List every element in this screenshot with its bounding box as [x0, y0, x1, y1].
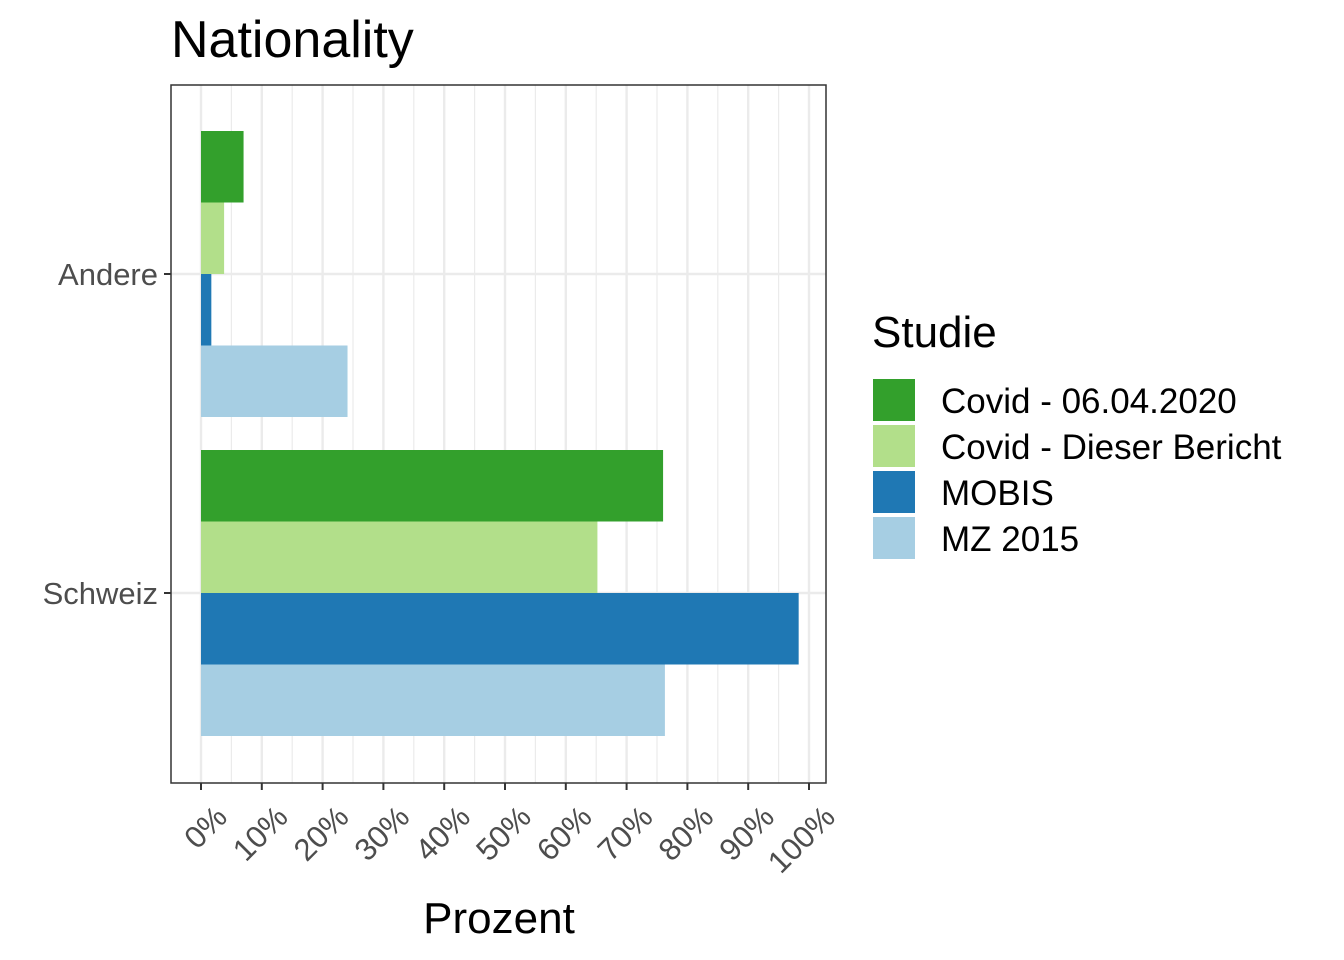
x-tick-label: 60% — [530, 799, 599, 868]
bar-schweiz-1 — [201, 521, 598, 593]
x-tick-label: 80% — [652, 799, 721, 868]
bar-schweiz-3 — [201, 664, 665, 736]
legend-label: MZ 2015 — [941, 520, 1079, 559]
bar-schweiz-0 — [201, 450, 664, 522]
legend-title: Studie — [872, 308, 997, 357]
x-tick-label: 50% — [469, 799, 538, 868]
legend-swatch — [873, 379, 915, 421]
x-tick-label: 0% — [177, 799, 233, 855]
x-tick-label: 100% — [761, 799, 842, 880]
x-tick-label: 30% — [348, 799, 417, 868]
y-axis: Andere Schweiz — [43, 257, 171, 611]
legend-swatch — [873, 517, 915, 559]
legend-swatch — [873, 471, 915, 513]
panel-border — [170, 84, 827, 784]
x-tick-label: 70% — [591, 799, 660, 868]
bar-schweiz-2 — [201, 593, 799, 665]
bar-andere-1 — [201, 202, 225, 274]
x-axis-title: Prozent — [423, 894, 575, 943]
bars — [170, 84, 827, 784]
bar-andere-2 — [201, 274, 212, 346]
bar-andere-0 — [201, 131, 244, 203]
bar-andere-3 — [201, 345, 348, 417]
y-tick-label: Andere — [58, 257, 158, 292]
x-axis: 0%10%20%30%40%50%60%70%80%90%100% — [177, 783, 842, 880]
x-tick-label: 10% — [226, 799, 295, 868]
x-tick-label: 40% — [408, 799, 477, 868]
legend-swatch — [873, 425, 915, 467]
chart-title: Nationality — [171, 11, 414, 69]
x-tick-label: 20% — [287, 799, 356, 868]
legend-label: Covid - 06.04.2020 — [941, 382, 1237, 421]
y-tick-label: Schweiz — [43, 576, 158, 611]
legend-label: Covid - Dieser Bericht — [941, 428, 1282, 467]
legend-label: MOBIS — [941, 474, 1054, 513]
legend: Studie Covid - 06.04.2020 Covid - Dieser B… — [872, 308, 1282, 559]
